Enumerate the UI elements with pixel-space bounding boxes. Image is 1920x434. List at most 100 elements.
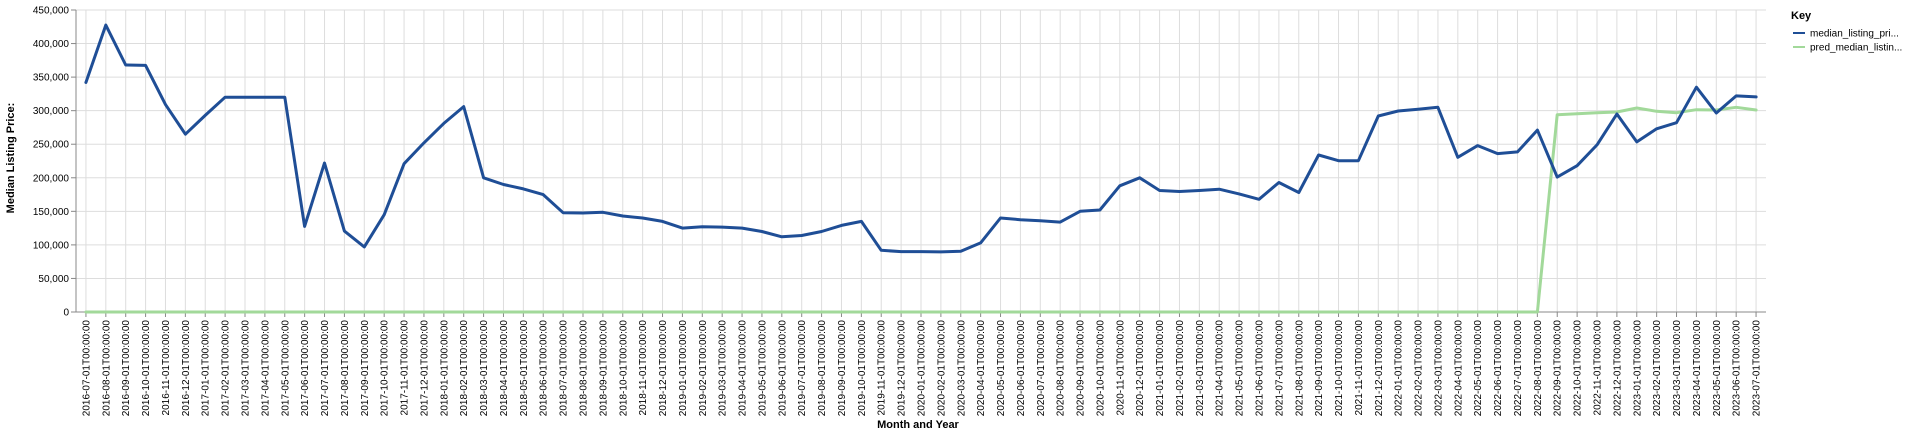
x-tick-label: 2016-09-01T00:00:00 xyxy=(121,320,132,417)
x-tick-label: 2020-01-01T00:00:00 xyxy=(917,320,928,417)
x-tick-label: 2021-08-01T00:00:00 xyxy=(1294,320,1305,417)
y-tick-label: 450,000 xyxy=(33,6,70,17)
x-tick-label: 2021-09-01T00:00:00 xyxy=(1314,320,1325,417)
x-tick-label: 2019-01-01T00:00:00 xyxy=(678,320,689,417)
x-tick-label: 2017-03-01T00:00:00 xyxy=(241,320,252,417)
y-tick-label: 350,000 xyxy=(33,73,70,84)
x-tick-label: 2018-07-01T00:00:00 xyxy=(559,320,570,417)
x-tick-label: 2019-02-01T00:00:00 xyxy=(698,320,709,417)
x-tick-label: 2020-04-01T00:00:00 xyxy=(976,320,987,417)
x-tick-label: 2018-10-01T00:00:00 xyxy=(618,320,629,417)
series-line-2 xyxy=(84,105,1758,314)
x-tick-label: 2017-06-01T00:00:00 xyxy=(300,320,311,417)
x-tick-label: 2020-08-01T00:00:00 xyxy=(1056,320,1067,417)
x-axis-title: Month and Year xyxy=(877,419,959,431)
x-tick-label: 2022-01-01T00:00:00 xyxy=(1394,320,1405,417)
y-axis: 0 50,000 100,000 150,000 200,000 250,000 300,0… xyxy=(33,6,77,319)
x-tick-label: 2022-05-01T00:00:00 xyxy=(1473,320,1484,417)
y-tick-label: 150,000 xyxy=(33,207,70,218)
x-tick-label: 2023-04-01T00:00:00 xyxy=(1692,320,1703,417)
x-tick-label: 2016-12-01T00:00:00 xyxy=(181,320,192,417)
x-tick-label: 2023-03-01T00:00:00 xyxy=(1672,320,1683,417)
x-tick-label: 2019-10-01T00:00:00 xyxy=(857,320,868,417)
legend: Key median_listing_pri... pred_median_lis… xyxy=(1791,10,1902,54)
x-tick-label: 2022-09-01T00:00:00 xyxy=(1553,320,1564,417)
x-tick-label: 2021-04-01T00:00:00 xyxy=(1215,320,1226,417)
x-tick-label: 2019-07-01T00:00:00 xyxy=(797,320,808,417)
x-tick-label: 2022-03-01T00:00:00 xyxy=(1433,320,1444,417)
x-tick-label: 2018-09-01T00:00:00 xyxy=(598,320,609,417)
x-tick-label: 2017-08-01T00:00:00 xyxy=(340,320,351,417)
y-tick-label: 100,000 xyxy=(33,240,70,251)
x-tick-label: 2018-12-01T00:00:00 xyxy=(658,320,669,417)
x-tick-label: 2021-01-01T00:00:00 xyxy=(1155,320,1166,417)
x-tick-label: 2021-12-01T00:00:00 xyxy=(1374,320,1385,417)
x-tick-label: 2018-04-01T00:00:00 xyxy=(499,320,510,417)
y-tick-label: 50,000 xyxy=(38,274,69,285)
x-tick-label: 2017-10-01T00:00:00 xyxy=(380,320,391,417)
x-tick-label: 2022-02-01T00:00:00 xyxy=(1414,320,1425,417)
x-tick-label: 2020-07-01T00:00:00 xyxy=(1036,320,1047,417)
x-tick-label: 2020-10-01T00:00:00 xyxy=(1095,320,1106,417)
x-tick-label: 2019-09-01T00:00:00 xyxy=(837,320,848,417)
x-tick-label: 2018-06-01T00:00:00 xyxy=(539,320,550,417)
x-tick-label: 2021-11-01T00:00:00 xyxy=(1354,320,1365,416)
x-tick-label: 2019-04-01T00:00:00 xyxy=(738,320,749,417)
x-tick-label: 2022-07-01T00:00:00 xyxy=(1513,320,1524,417)
x-tick-label: 2020-12-01T00:00:00 xyxy=(1135,320,1146,417)
x-tick-label: 2022-11-01T00:00:00 xyxy=(1593,320,1604,416)
x-tick-label: 2022-06-01T00:00:00 xyxy=(1493,320,1504,417)
x-tick-label: 2022-04-01T00:00:00 xyxy=(1453,320,1464,417)
y-tick-label: 300,000 xyxy=(33,106,70,117)
y-tick-label: 0 xyxy=(63,308,69,319)
x-tick-label: 2022-10-01T00:00:00 xyxy=(1573,320,1584,417)
x-tick-label: 2017-11-01T00:00:00 xyxy=(400,320,411,416)
x-tick-label: 2018-03-01T00:00:00 xyxy=(479,320,490,417)
x-tick-label: 2017-02-01T00:00:00 xyxy=(221,320,232,417)
x-tick-label: 2017-12-01T00:00:00 xyxy=(419,320,430,417)
y-axis-title: Median Listing Price: xyxy=(5,103,17,214)
x-tick-label: 2018-08-01T00:00:00 xyxy=(579,320,590,417)
legend-title: Key xyxy=(1791,10,1812,22)
x-tick-label: 2017-05-01T00:00:00 xyxy=(280,320,291,417)
grid-lines xyxy=(76,9,1766,313)
x-tick-label: 2017-09-01T00:00:00 xyxy=(360,320,371,417)
x-tick-label: 2022-12-01T00:00:00 xyxy=(1612,320,1623,417)
legend-label: median_listing_pri... xyxy=(1810,29,1899,40)
x-tick-label: 2022-08-01T00:00:00 xyxy=(1533,320,1544,417)
x-tick-label: 2023-07-01T00:00:00 xyxy=(1752,320,1763,417)
x-tick-label: 2016-10-01T00:00:00 xyxy=(141,320,152,417)
x-tick-label: 2021-06-01T00:00:00 xyxy=(1255,320,1266,417)
x-tick-label: 2021-03-01T00:00:00 xyxy=(1195,320,1206,417)
x-tick-label: 2019-11-01T00:00:00 xyxy=(877,320,888,416)
x-tick-label: 2019-06-01T00:00:00 xyxy=(777,320,788,417)
x-tick-label: 2018-05-01T00:00:00 xyxy=(519,320,530,417)
x-tick-label: 2017-04-01T00:00:00 xyxy=(260,320,271,417)
x-tick-label: 2019-12-01T00:00:00 xyxy=(897,320,908,417)
series-layer xyxy=(84,23,1758,314)
x-tick-label: 2020-11-01T00:00:00 xyxy=(1115,320,1126,416)
x-axis: 2016-07-01T00:00:00 2016-08-01T00:00:00 20… xyxy=(76,311,1766,417)
x-tick-label: 2020-02-01T00:00:00 xyxy=(936,320,947,417)
x-tick-label: 2016-07-01T00:00:00 xyxy=(81,320,92,417)
x-tick-label: 2016-11-01T00:00:00 xyxy=(161,320,172,416)
x-tick-label: 2020-09-01T00:00:00 xyxy=(1076,320,1087,417)
x-tick-label: 2018-11-01T00:00:00 xyxy=(638,320,649,416)
x-tick-label: 2021-05-01T00:00:00 xyxy=(1235,320,1246,417)
x-tick-label: 2017-01-01T00:00:00 xyxy=(201,320,212,417)
x-tick-label: 2018-01-01T00:00:00 xyxy=(439,320,450,417)
x-tick-label: 2017-07-01T00:00:00 xyxy=(320,320,331,417)
x-tick-label: 2019-05-01T00:00:00 xyxy=(757,320,768,417)
x-tick-label: 2019-03-01T00:00:00 xyxy=(718,320,729,417)
x-tick-label: 2021-02-01T00:00:00 xyxy=(1175,320,1186,417)
x-tick-label: 2023-05-01T00:00:00 xyxy=(1712,320,1723,417)
x-tick-label: 2020-05-01T00:00:00 xyxy=(996,320,1007,417)
x-tick-label: 2020-06-01T00:00:00 xyxy=(1016,320,1027,417)
x-tick-label: 2018-02-01T00:00:00 xyxy=(459,320,470,417)
y-tick-label: 400,000 xyxy=(33,39,70,50)
x-tick-label: 2021-10-01T00:00:00 xyxy=(1334,320,1345,417)
x-tick-label: 2019-08-01T00:00:00 xyxy=(817,320,828,417)
x-tick-label: 2023-06-01T00:00:00 xyxy=(1732,320,1743,417)
x-tick-label: 2016-08-01T00:00:00 xyxy=(101,320,112,417)
